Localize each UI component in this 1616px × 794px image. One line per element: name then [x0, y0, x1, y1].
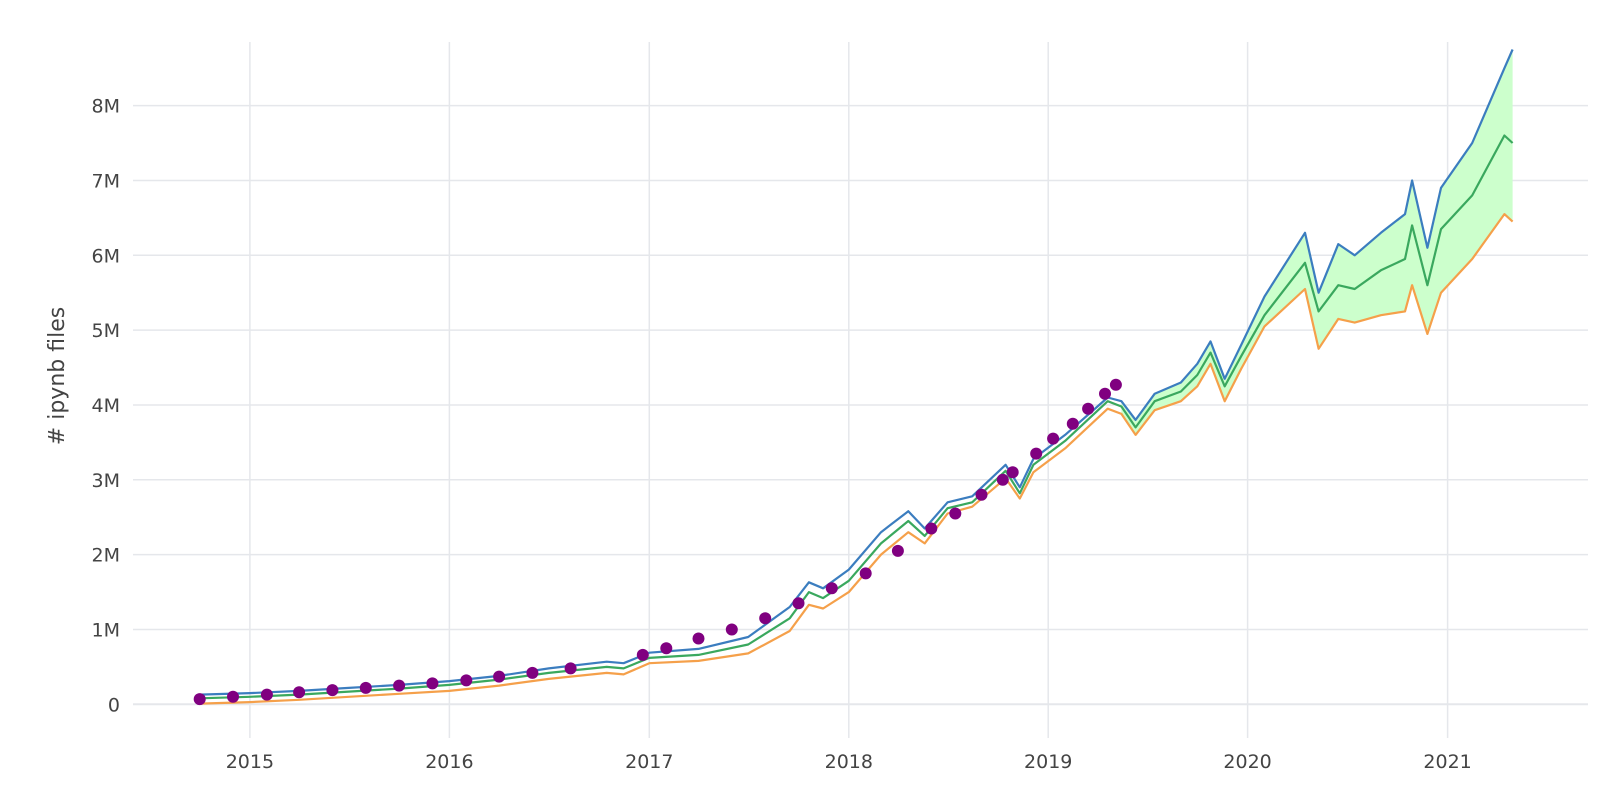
y-tick-label: 1M [92, 620, 120, 642]
observed-point [1066, 417, 1079, 430]
y-tick-label: 6M [92, 245, 120, 267]
observed-point [1099, 387, 1111, 400]
x-tick-label: 2021 [1423, 751, 1471, 773]
observed-point [1109, 378, 1122, 391]
observed-point [925, 522, 938, 535]
x-tick-label: 2015 [226, 751, 274, 773]
observed-point [859, 567, 872, 580]
band-fill [1121, 49, 1513, 435]
observed-point [193, 693, 206, 706]
x-tick-label: 2016 [425, 751, 473, 773]
observed-point [426, 677, 439, 690]
y-tick-label: 4M [92, 395, 120, 417]
y-tick-label: 7M [92, 171, 120, 193]
observed-point [493, 670, 506, 683]
y-tick-label: 0 [108, 694, 120, 716]
observed-point [1047, 432, 1060, 445]
observed-point [293, 686, 306, 699]
observed-point [393, 679, 406, 692]
observed-point [564, 662, 577, 675]
x-tick-label: 2019 [1024, 751, 1072, 773]
y-tick-label: 2M [92, 545, 120, 567]
y-tick-label: 3M [92, 470, 120, 492]
series-line-upper [199, 49, 1514, 696]
confidence-band [1121, 49, 1513, 435]
observed-point [326, 684, 339, 697]
observed-point [260, 688, 273, 701]
observed-point [1082, 402, 1095, 415]
x-tick-label: 2017 [625, 751, 673, 773]
series-lines [199, 49, 1514, 705]
observed-point [891, 544, 904, 557]
observed-point [692, 632, 705, 645]
observed-markers [193, 378, 1122, 706]
y-axis-ticks: 0 1M 2M 3M 4M 5M 6M 7M 8M [92, 96, 120, 717]
series-line-mid [199, 134, 1514, 700]
observed-point [996, 473, 1009, 486]
observed-point [1030, 447, 1043, 460]
observed-point [227, 690, 239, 703]
observed-point [792, 597, 805, 610]
observed-point [825, 582, 838, 595]
observed-point [460, 674, 473, 687]
x-tick-label: 2018 [825, 751, 873, 773]
observed-point [1006, 466, 1019, 479]
grid-lines [133, 42, 1588, 738]
observed-point [359, 681, 372, 694]
observed-point [636, 648, 649, 661]
observed-point [526, 666, 539, 679]
series-line-lower [199, 213, 1514, 705]
x-axis-ticks: 2015 2016 2017 2018 2019 2020 2021 [226, 751, 1472, 773]
y-tick-label: 8M [92, 96, 120, 118]
observed-point [725, 623, 738, 636]
y-tick-label: 5M [92, 320, 120, 342]
observed-point [975, 488, 988, 501]
x-tick-label: 2020 [1223, 751, 1271, 773]
observed-point [660, 642, 673, 655]
observed-point [949, 507, 962, 520]
y-axis-title: # ipynb files [45, 307, 70, 445]
observed-point [759, 612, 772, 625]
